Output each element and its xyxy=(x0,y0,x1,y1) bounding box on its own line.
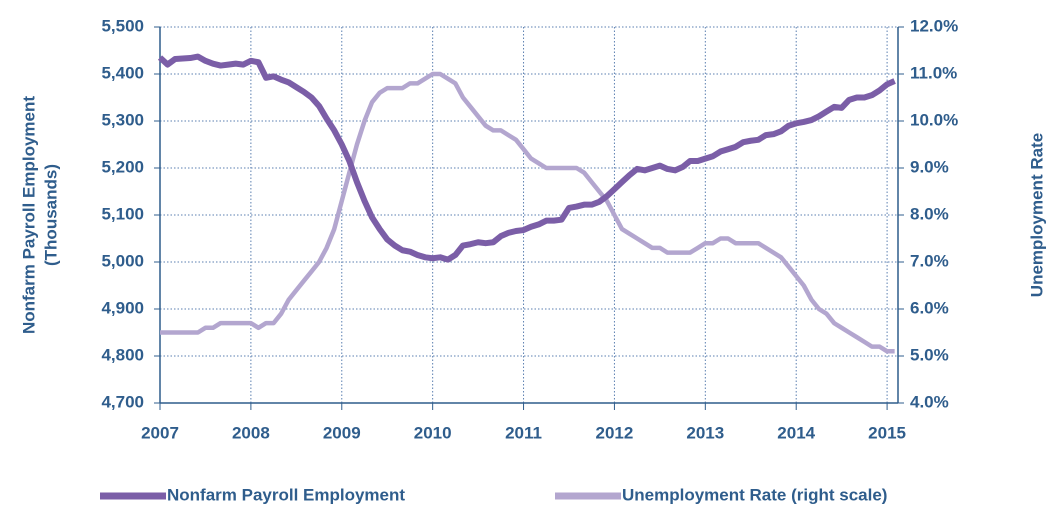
x-tick-label: 2013 xyxy=(686,423,724,442)
x-tick-label: 2009 xyxy=(323,423,361,442)
y-axis-label: Nonfarm Payroll Employment xyxy=(19,96,38,334)
legend-label: Unemployment Rate (right scale) xyxy=(622,485,887,504)
x-tick-label: 2008 xyxy=(232,423,270,442)
y-tick-label: 4,900 xyxy=(101,298,144,317)
y-tick-label: 5,300 xyxy=(101,110,144,129)
y-tick-label: 5,100 xyxy=(101,204,144,223)
y-tick-label: 5,200 xyxy=(101,157,144,176)
y2-tick-label: 11.0% xyxy=(910,63,957,82)
y-tick-label: 4,800 xyxy=(101,345,144,364)
legend-label: Nonfarm Payroll Employment xyxy=(167,485,405,504)
x-tick-label: 2007 xyxy=(141,423,179,442)
y2-tick-label: 10.0% xyxy=(910,110,958,129)
y-tick-label: 4,700 xyxy=(101,392,144,411)
y2-axis-label: Unemployment Rate xyxy=(1027,133,1046,297)
y2-tick-label: 7.0% xyxy=(910,251,949,270)
y-tick-label: 5,500 xyxy=(101,16,144,35)
x-tick-label: 2015 xyxy=(868,423,906,442)
data-line xyxy=(160,71,895,354)
y2-tick-label: 12.0% xyxy=(910,16,958,35)
y-tick-label: 5,400 xyxy=(101,63,144,82)
x-tick-label: 2012 xyxy=(596,423,634,442)
y2-tick-label: 6.0% xyxy=(910,298,949,317)
y-axis-label: (Thousands) xyxy=(41,164,60,266)
y2-tick-label: 4.0% xyxy=(910,392,949,411)
x-tick-label: 2014 xyxy=(777,423,815,442)
y2-tick-label: 9.0% xyxy=(910,157,949,176)
y2-tick-label: 8.0% xyxy=(910,204,949,223)
data-line xyxy=(157,53,896,263)
y-tick-label: 5,000 xyxy=(101,251,144,270)
x-tick-label: 2010 xyxy=(414,423,452,442)
y2-tick-label: 5.0% xyxy=(910,345,949,364)
x-tick-label: 2011 xyxy=(505,423,542,442)
